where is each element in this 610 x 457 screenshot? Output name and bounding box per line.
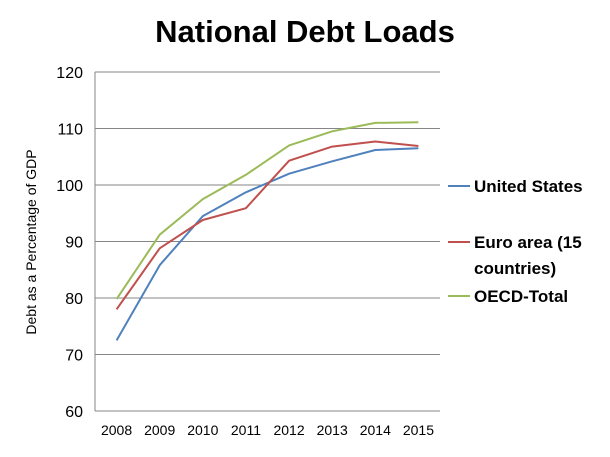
x-tick-label: 2013 bbox=[317, 422, 348, 438]
legend: United States Euro area (15 countries) OECD… bbox=[448, 177, 583, 306]
y-tick-label: 80 bbox=[65, 291, 83, 308]
y-tick-label: 70 bbox=[65, 348, 83, 365]
chart-title: National Debt Loads bbox=[155, 14, 455, 49]
x-tick-label: 2014 bbox=[360, 422, 391, 438]
legend-label-oecd-total: OECD-Total bbox=[474, 287, 568, 306]
y-tick-label: 110 bbox=[57, 122, 83, 139]
legend-label-united-states: United States bbox=[474, 177, 583, 196]
x-tick-label: 2008 bbox=[101, 422, 132, 438]
gridlines bbox=[95, 71, 440, 355]
x-tick-label: 2009 bbox=[144, 422, 175, 438]
x-tick-labels: 2008 2009 2010 2011 2012 2013 2014 2015 bbox=[101, 422, 434, 438]
series-line-united-states bbox=[115, 147, 419, 341]
y-tick-label: 90 bbox=[65, 235, 83, 252]
series-line-oecd-total bbox=[115, 121, 419, 300]
y-tick-label: 120 bbox=[56, 65, 83, 82]
series-line-euro-area-15-countries bbox=[115, 140, 419, 310]
legend-label-euro-area-15-countries: Euro area (15 bbox=[474, 233, 582, 252]
x-tick-label: 2012 bbox=[273, 422, 304, 438]
y-axis-label: Debt as a Percentage of GDP bbox=[23, 149, 39, 334]
y-tick-label: 60 bbox=[65, 404, 83, 421]
y-tick-label: 100 bbox=[56, 178, 83, 195]
x-tick-label: 2010 bbox=[187, 422, 218, 438]
y-tick-labels: 60 70 80 90 100 110 120 bbox=[56, 65, 83, 421]
series-lines bbox=[115, 121, 419, 341]
axes bbox=[94, 72, 440, 412]
legend-label-euro-area-15-countries: countries) bbox=[474, 259, 556, 278]
x-tick-label: 2015 bbox=[403, 422, 434, 438]
x-tick-label: 2011 bbox=[231, 422, 261, 438]
